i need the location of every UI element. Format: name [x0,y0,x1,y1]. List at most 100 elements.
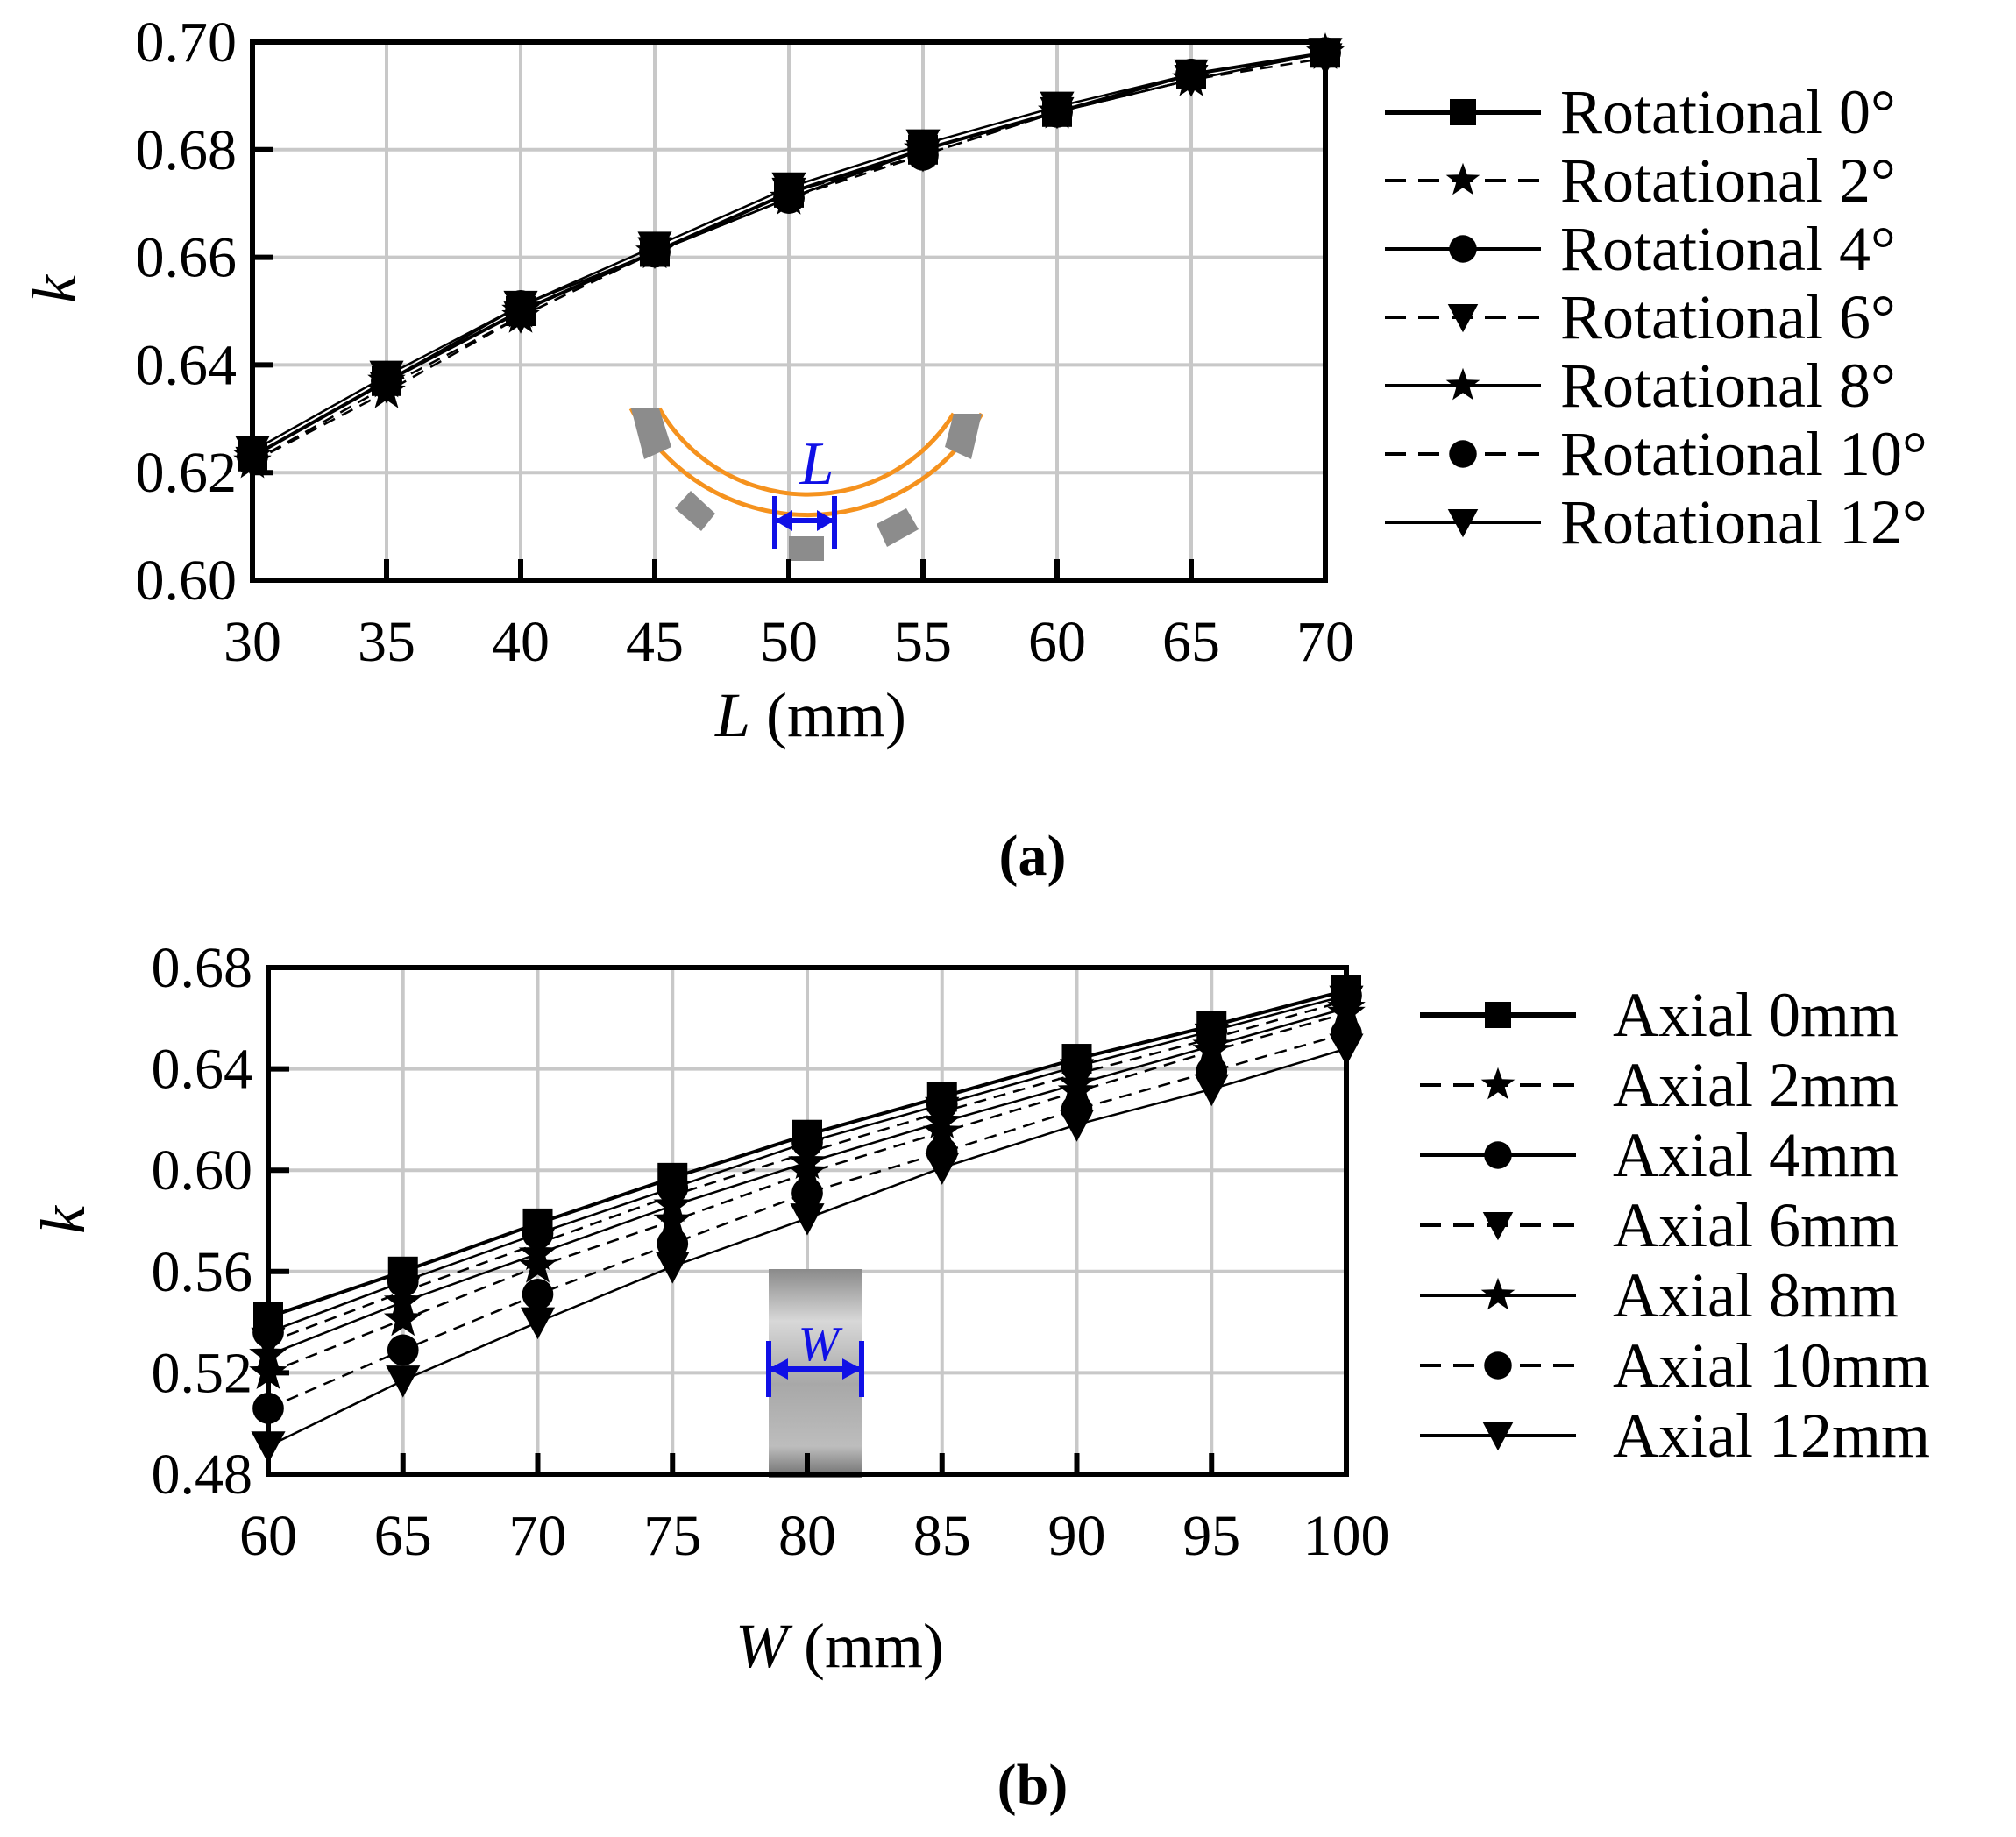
dimension-arrow-left [775,510,792,531]
data-point [1194,1074,1229,1107]
legend-label: Axial 0mm [1613,980,1899,1050]
data-point [369,360,404,394]
y-tick-label: 0.68 [152,936,253,1000]
x-tick-label: 80 [778,1504,836,1568]
dimension-arrow-right [842,1358,862,1380]
inset-a: L [628,407,984,561]
x-tick-label: 100 [1303,1504,1390,1568]
series-b [249,975,1366,1464]
data-point [922,1111,962,1149]
data-point [653,1185,692,1223]
x-tick-label: 70 [509,1504,567,1568]
legend-label: Rotational 4° [1560,214,1896,284]
y-axis-title: k [28,1204,98,1234]
legend-marker [1449,235,1477,263]
y-tick-label: 0.60 [152,1138,253,1202]
inset-segment [789,536,824,561]
legend-item: Axial 12mm [1420,1401,1930,1471]
inset-label: W [799,1317,843,1372]
legend-marker [1449,440,1477,468]
data-point [1174,59,1209,92]
axis-labels-a: L (mm) k [19,273,906,750]
y-tick-label: 0.56 [152,1240,253,1304]
x-tick-label: 70 [1296,610,1354,674]
legend-item: Axial 10mm [1420,1330,1930,1401]
legend-label: Rotational 10° [1560,419,1927,489]
x-tick-label: 30 [224,610,281,674]
data-point [387,1334,419,1366]
data-point [790,1203,825,1236]
inset-segment [945,414,982,459]
data-point [637,231,672,264]
legend-label: Rotational 6° [1560,282,1896,352]
dimension-arrow-right [817,510,834,531]
legend-label: Axial 6mm [1613,1190,1899,1260]
data-point [788,1142,827,1180]
data-point [503,290,538,323]
y-tick-label: 0.70 [136,11,238,74]
legend-marker [1482,1422,1514,1451]
data-point [518,1233,557,1271]
legend-marker [1484,1351,1512,1380]
data-point [922,1102,962,1138]
legend-item: Rotational 0° [1385,77,1896,147]
inset-b: W [766,1269,864,1478]
legend-label: Rotational 2° [1560,145,1896,216]
legend-label: Rotational 0° [1560,77,1896,147]
data-point [905,129,941,162]
legend-item: Axial 8mm [1420,1260,1899,1330]
x-tick-label: 35 [358,610,415,674]
x-tick-label: 60 [239,1504,297,1568]
y-tick-label: 0.66 [136,226,238,290]
y-axis-title: k [19,273,89,303]
y-tick-label: 0.62 [136,441,238,505]
legend-marker [1445,367,1480,401]
dimension-arrow-left [769,1358,788,1380]
x-tick-label: 65 [374,1504,432,1568]
legend-label: Axial 8mm [1613,1260,1899,1330]
legend-label: Rotational 12° [1560,487,1927,557]
legend-label: Axial 2mm [1613,1050,1899,1120]
x-tick-label: 85 [913,1504,971,1568]
y-tick-label: 0.52 [152,1341,253,1405]
legend-marker [1480,1067,1516,1100]
ticks-b: 60 65 70 75 80 85 90 95 100 0.48 0.52 0.56 0.60 0.64 0… [152,936,1390,1568]
legend-marker [1485,1002,1511,1028]
data-point [386,1365,421,1398]
y-tick-label: 0.60 [136,549,238,613]
inset-label: L [799,430,834,498]
series-a [233,32,1345,479]
data-point [925,1153,960,1185]
legend-marker [1484,1141,1512,1169]
legend-marker [1447,304,1479,333]
x-tick-label: 60 [1028,610,1086,674]
ticks-a: 30 35 40 45 50 55 60 65 70 0.60 0.62 0.64 0.66 0.68 0.… [136,11,1355,674]
data-point [518,1246,557,1283]
legend-item: Axial 6mm [1420,1190,1899,1260]
inset-arc-outer [628,407,984,518]
x-tick-label: 95 [1182,1504,1240,1568]
legend-label: Axial 10mm [1613,1330,1930,1401]
inset-arc-inner [657,407,956,497]
legend-item: Rotational 4° [1385,214,1896,284]
x-tick-label: 90 [1048,1504,1106,1568]
data-point [383,1281,422,1318]
legend-marker [1450,99,1476,125]
chart-panel-b: W 60 65 70 75 80 85 90 95 100 0.48 0.52 0.56 0.60 0.6… [28,936,1930,1817]
series-line [267,1032,1347,1410]
data-point [791,1177,823,1209]
data-point [1192,1025,1232,1063]
legend-label: Axial 4mm [1613,1120,1899,1190]
legend-label: Rotational 8° [1560,351,1896,421]
legend-item: Rotational 8° [1385,351,1896,421]
legend-item: Rotational 12° [1385,487,1927,557]
data-point [520,1307,556,1340]
y-tick-label: 0.68 [136,118,238,182]
inset-segment [675,491,715,531]
legend-item: Axial 0mm [1420,980,1899,1050]
data-point [1059,1110,1095,1142]
legend-a: Rotational 0°Rotational 2°Rotational 4°R… [1385,77,1927,557]
y-tick-label: 0.48 [152,1443,253,1507]
inset-segment [631,408,671,459]
